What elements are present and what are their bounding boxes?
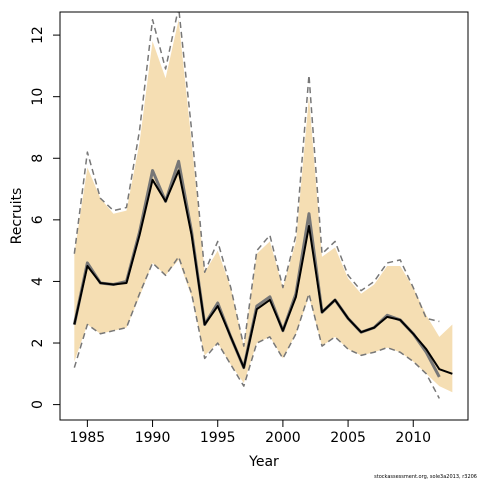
y-axis-label: Recruits [9, 188, 25, 245]
x-tick-label: 2010 [395, 430, 431, 446]
x-tick-label: 1995 [200, 430, 236, 446]
y-tick-label: 10 [30, 88, 46, 106]
y-tick-label: 12 [30, 26, 46, 44]
y-tick-label: 6 [30, 215, 46, 224]
plot-area [72, 12, 453, 399]
footer: stockassessment.org, sole3a2013, r3206 [374, 474, 477, 480]
dashed-line [73, 12, 440, 347]
x-tick-label: 2005 [330, 430, 366, 446]
x-tick-label: 2000 [265, 430, 301, 446]
x-axis-label: Year [248, 454, 279, 470]
plot-frame [59, 11, 469, 421]
x-tick-label: 1990 [135, 430, 171, 446]
series-line [73, 169, 453, 375]
y-tick-label: 0 [30, 400, 46, 409]
dashed-line [73, 256, 440, 399]
confidence-band [74, 19, 453, 393]
x-tick-label: 1985 [70, 430, 106, 446]
y-tick-label: 8 [30, 154, 46, 163]
y-tick-label: 4 [30, 277, 46, 286]
y-tick-label: 2 [30, 339, 46, 348]
